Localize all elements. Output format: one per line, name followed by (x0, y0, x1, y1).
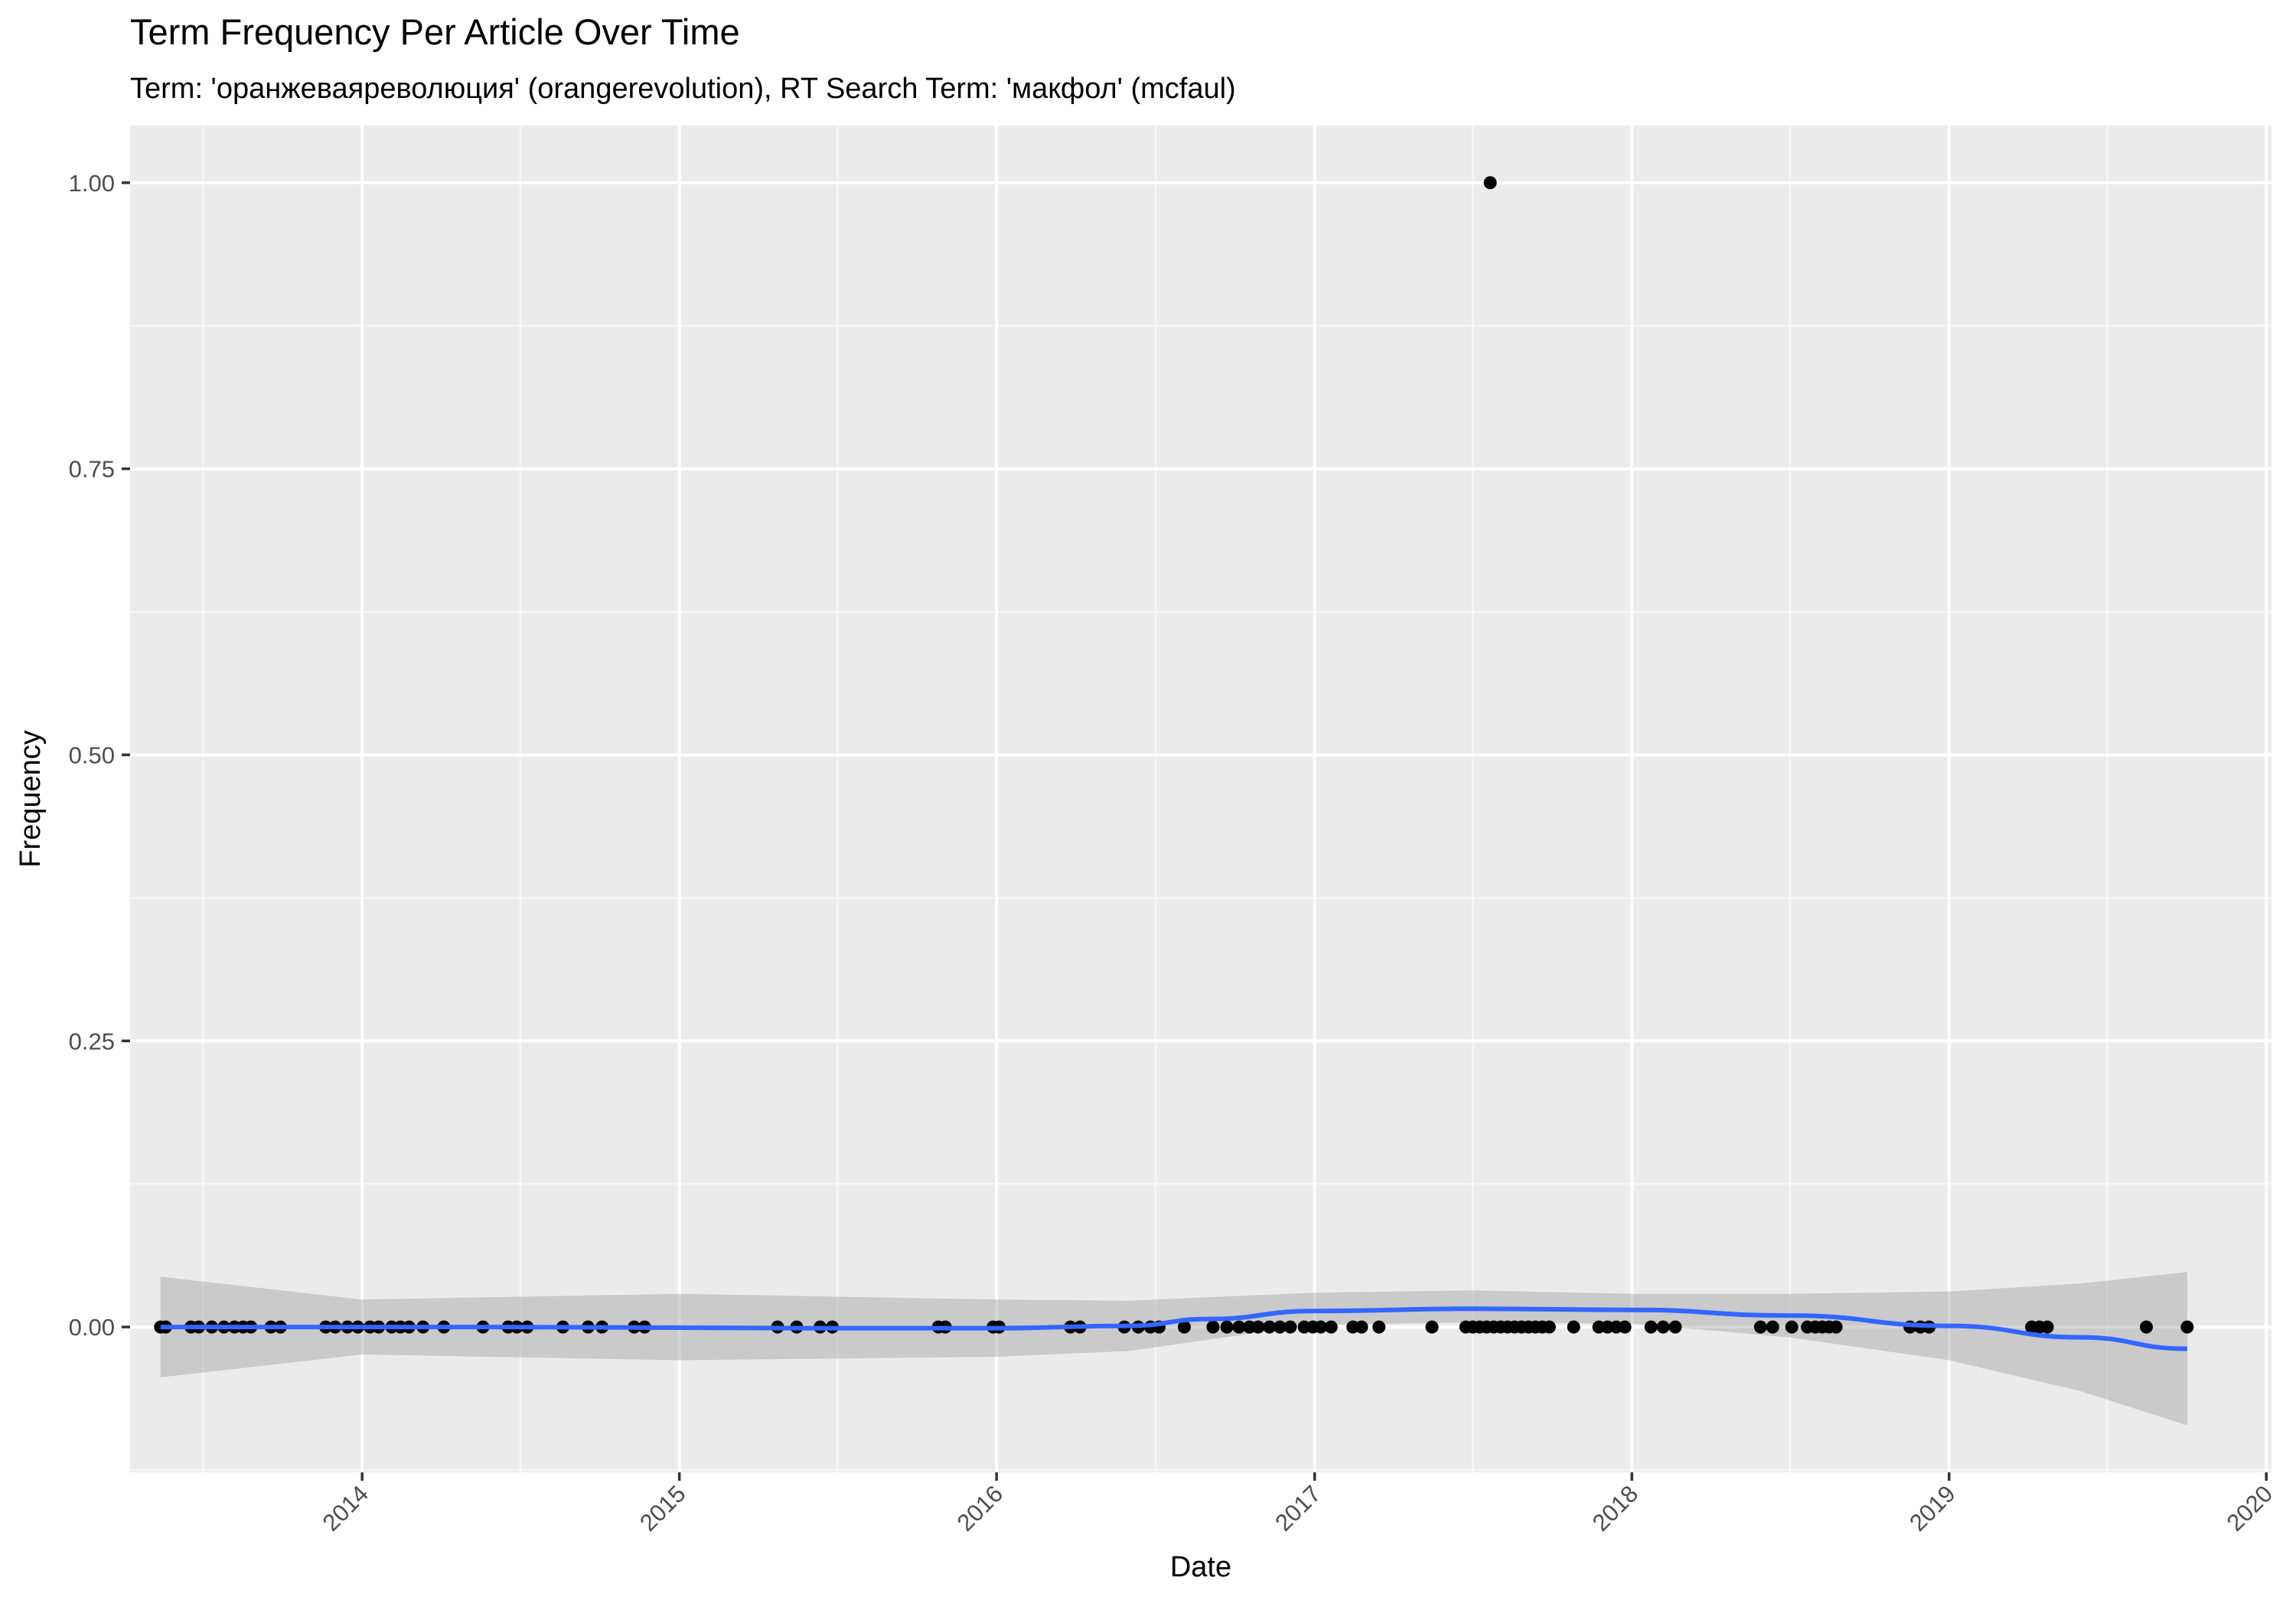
data-point (1656, 1320, 1670, 1334)
chart-title: Term Frequency Per Article Over Time (130, 11, 740, 52)
y-tick-label: 0.00 (69, 1314, 115, 1341)
y-axis-label: Frequency (15, 730, 47, 868)
y-axis: 0.00 0.25 0.50 0.75 1.00 (69, 170, 130, 1341)
data-point (2139, 1320, 2153, 1334)
y-tick-label: 1.00 (69, 170, 115, 197)
data-point (1220, 1320, 1234, 1334)
data-point (1766, 1320, 1779, 1334)
x-tick-label: 2016 (952, 1480, 1009, 1537)
x-tick-label: 2017 (1270, 1480, 1326, 1537)
data-point (1232, 1320, 1246, 1334)
data-point (1425, 1320, 1439, 1334)
x-tick-label: 2015 (634, 1480, 691, 1537)
smooth-line (160, 1306, 2187, 1351)
data-point (1668, 1320, 1682, 1334)
data-point (1251, 1320, 1265, 1334)
x-axis-label: Date (1170, 1551, 1231, 1583)
data-point (1829, 1320, 1843, 1334)
data-point (1273, 1320, 1287, 1334)
data-point (1177, 1320, 1191, 1334)
data-point (1314, 1320, 1328, 1334)
data-point (1324, 1320, 1338, 1334)
data-point (1785, 1320, 1799, 1334)
x-axis: 2014 2015 2016 2017 2018 2019 2020 (318, 1472, 2278, 1537)
data-point (1263, 1320, 1277, 1334)
data-point (1542, 1320, 1556, 1334)
x-tick-label: 2020 (2222, 1480, 2278, 1537)
x-tick-label: 2018 (1587, 1480, 1644, 1537)
grid-major (130, 125, 2272, 1472)
y-tick-label: 0.25 (69, 1028, 115, 1054)
data-point (1206, 1320, 1220, 1334)
data-point (1753, 1320, 1767, 1334)
data-point (1644, 1320, 1658, 1334)
x-tick-label: 2014 (318, 1480, 374, 1537)
data-point (1283, 1320, 1297, 1334)
data-point (2180, 1320, 2194, 1334)
data-point (1567, 1320, 1580, 1334)
data-point (2040, 1320, 2054, 1334)
chart-subtitle: Term: 'оранжеваяреволюция' (orangerevolu… (130, 73, 1236, 105)
plot-panel (130, 125, 2272, 1472)
y-tick-label: 0.75 (69, 456, 115, 483)
data-point (1618, 1320, 1632, 1334)
data-point (1372, 1320, 1386, 1334)
data-point (1355, 1320, 1368, 1334)
y-tick-label: 0.50 (69, 742, 115, 768)
data-point (1483, 176, 1497, 190)
x-tick-label: 2019 (1904, 1480, 1961, 1537)
grid-minor (130, 125, 2272, 1472)
